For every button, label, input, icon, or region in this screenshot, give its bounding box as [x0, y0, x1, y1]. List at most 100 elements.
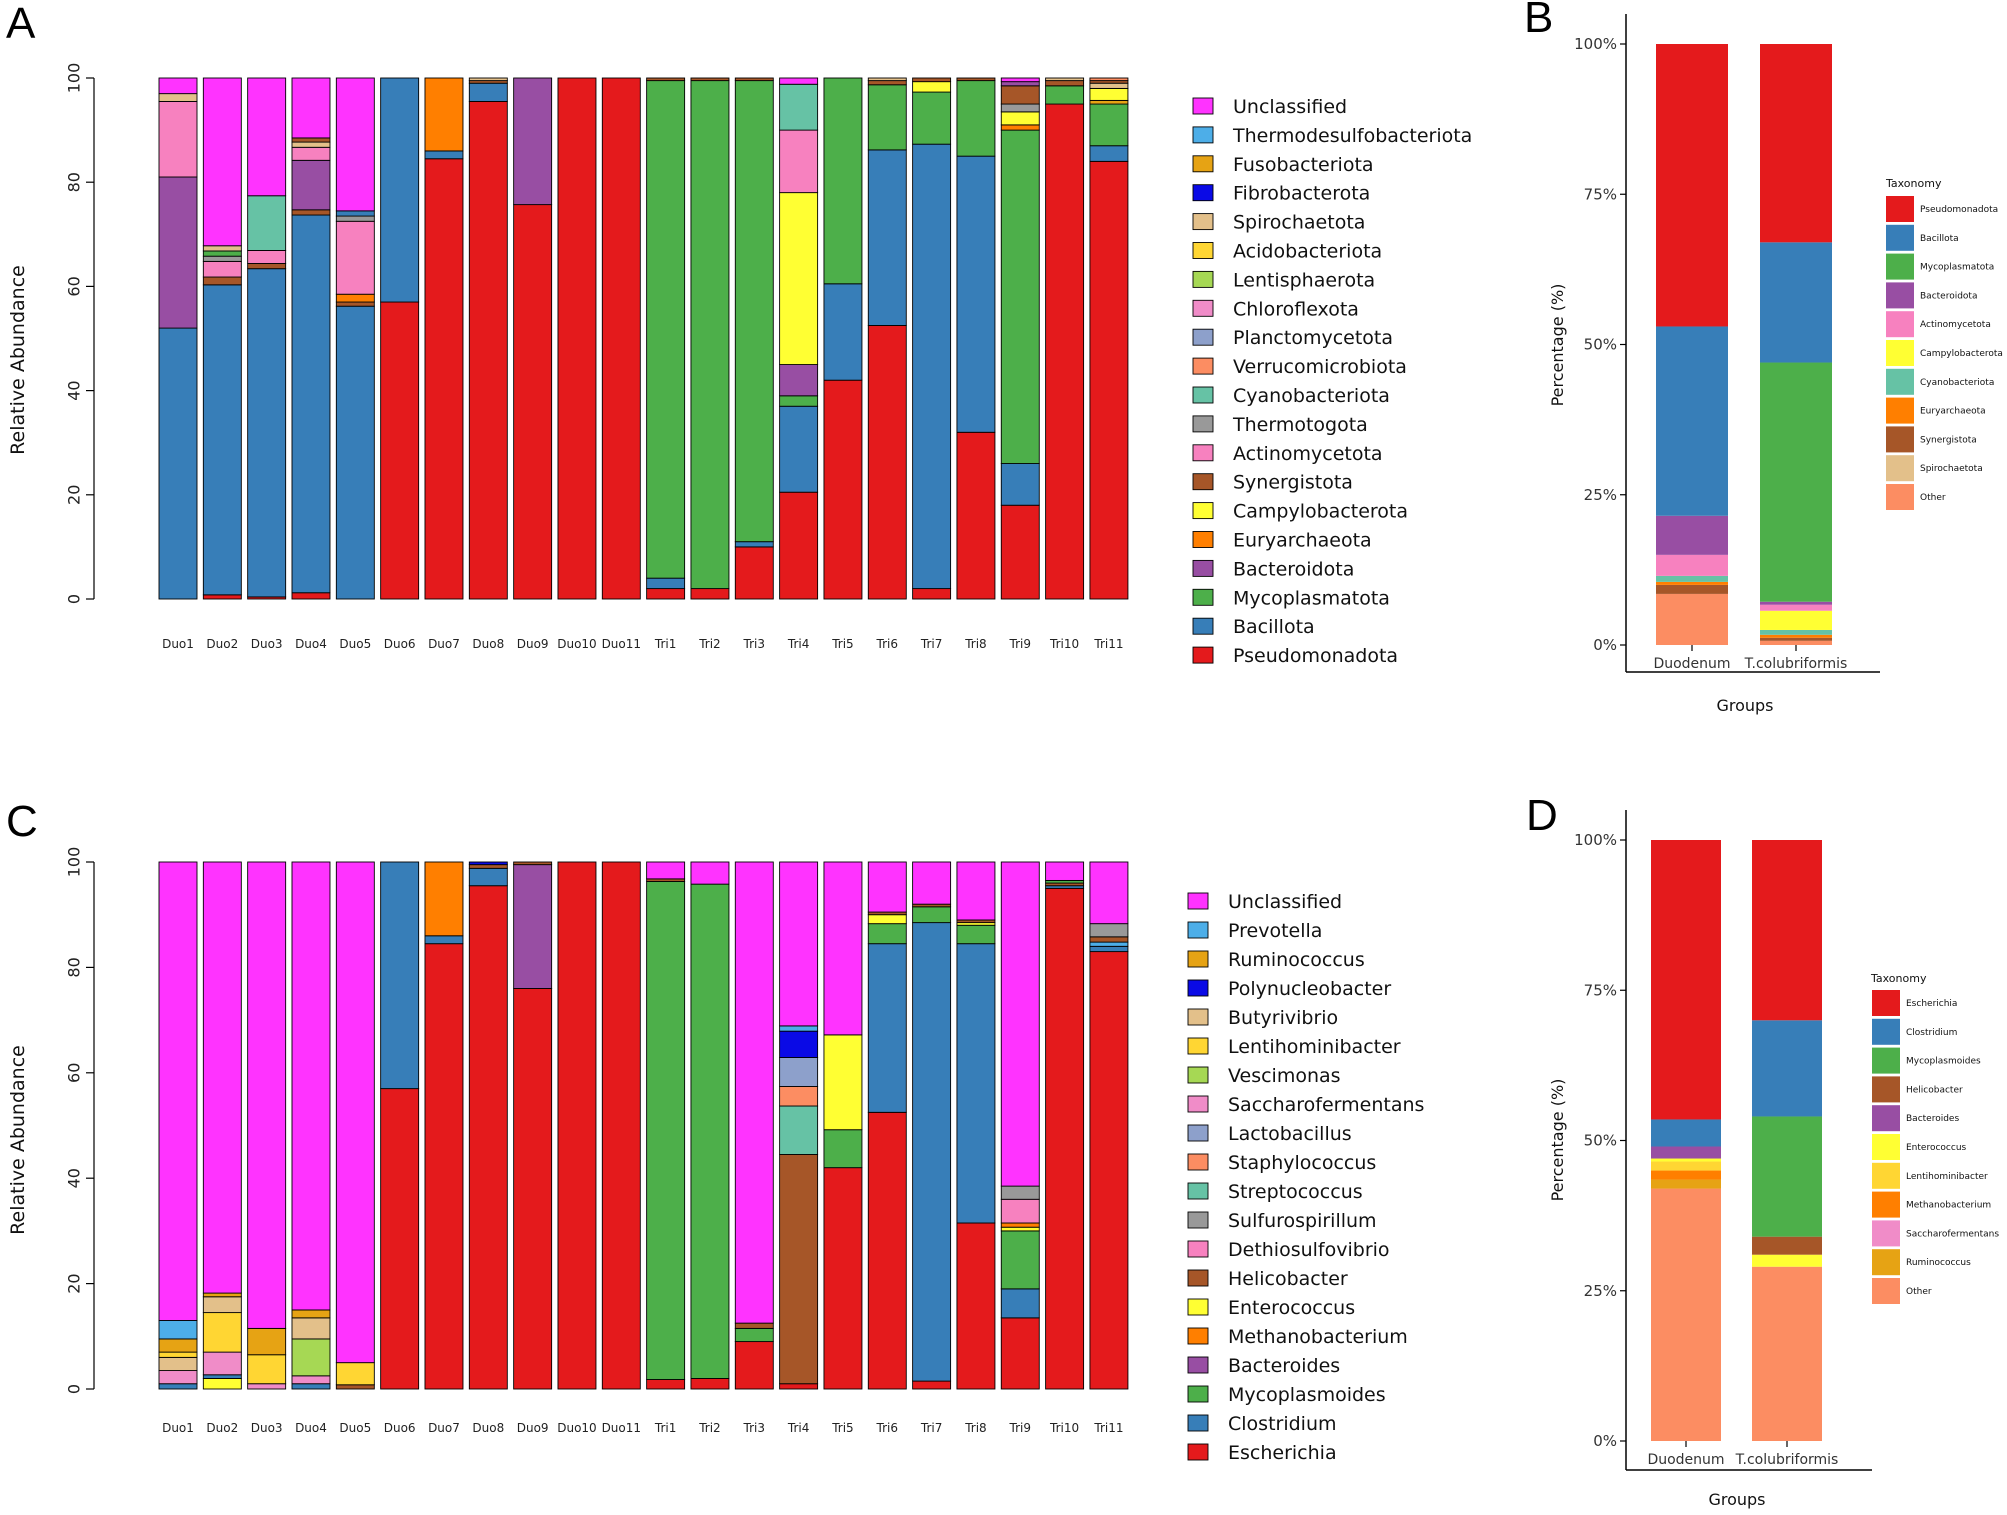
- x-tick-label-tri3: Tri3: [743, 637, 765, 651]
- bar-segment-tri8-escherichia: [956, 1222, 996, 1390]
- legend-swatch-ruminococcus: [1872, 1249, 1900, 1276]
- legend-label-vescimonas: Vescimonas: [1228, 1065, 1341, 1087]
- bar-segment-tri5-mycoplasmoides: [823, 1129, 863, 1169]
- bar-segment-duo2-clostridium: [202, 1374, 242, 1379]
- legend-swatch-other: [1886, 484, 1914, 510]
- legend-label-verrucomicrobiota: Verrucomicrobiota: [1233, 356, 1407, 378]
- x-tick-label-tri8: Tri8: [964, 1421, 986, 1435]
- x-tick-label-duo10: Duo10: [557, 637, 596, 651]
- bar-segment-tri6-bacillota: [867, 149, 907, 326]
- bar-segment-tri9-pseudomonadota: [1000, 504, 1040, 600]
- x-tick-label-tri10: Tri10: [1049, 637, 1079, 651]
- y-tick-label: 25%: [1584, 486, 1617, 504]
- x-ticks-a: Duo1 Duo2 Duo3 Duo4 Duo5 Duo6 Duo7 Duo8 Duo9 Duo1…: [162, 637, 1123, 651]
- legend-label-bacteroides: Bacteroides: [1228, 1355, 1340, 1377]
- bar-segment-duodenum-synergistota: [1656, 584, 1728, 594]
- bar-segment-duo2-spirochaetota: [202, 245, 242, 252]
- bar-segment-duo1-unclassified: [158, 861, 198, 1321]
- bar-segment-tri5-mycoplasmatota: [823, 77, 863, 285]
- bar-segment-duodenum-enterococcus: [1651, 1158, 1721, 1162]
- bar-segment-tri9-euryarchaeota: [1000, 124, 1040, 131]
- bar-segment-tri4-streptococcus: [779, 1105, 819, 1155]
- bar-segment-tri11-helicobacter: [1089, 936, 1129, 943]
- chart-panel-d: 0% 25% 50% 75% 100% Percentage (%) Duodenum T…: [1548, 810, 1999, 1509]
- bar-segment-duo9-bacteroides: [513, 864, 553, 989]
- bar-segment-duo5-lentihominibacter: [335, 1362, 375, 1386]
- bars-b: [1656, 44, 1832, 645]
- legend-swatch-mycoplasmatota: [1886, 253, 1914, 280]
- bar-segment-duodenum-methanobacterium: [1651, 1170, 1721, 1180]
- bar-segment-t-colubriformis-cyanobacteriota: [1760, 629, 1832, 635]
- y-tick-label: 0%: [1593, 1432, 1617, 1450]
- bar-segment-tri11-spirochaetota: [1089, 82, 1129, 89]
- legend-label-bacteroidota: Bacteroidota: [1233, 558, 1354, 580]
- legend-label-clostridium: Clostridium: [1906, 1028, 1957, 1038]
- bar-segment-tri9-enterococcus: [1000, 1226, 1040, 1232]
- legend-label-spirochaetota: Spirochaetota: [1920, 464, 1983, 474]
- bar-segment-t-colubriformis-other: [1752, 1266, 1822, 1441]
- chart-panel-c: 0 20 40 60 80 100 Relative Abundance Duo1 Duo2…: [7, 847, 1424, 1464]
- legend-swatch-escherichia: [1187, 1443, 1209, 1461]
- bar-segment-duodenum-bacteroidota: [1656, 515, 1728, 555]
- legend-swatch-actinomycetota: [1886, 311, 1914, 338]
- bar-segment-tri11-bacillota: [1089, 145, 1129, 162]
- legend-swatch-mycoplasmoides: [1187, 1385, 1209, 1403]
- bar-segment-duo3-synergistota: [247, 263, 287, 270]
- bar-segment-tri6-mycoplasmoides: [867, 923, 907, 945]
- bar-segment-tri8-pseudomonadota: [956, 431, 996, 600]
- bar-segment-tri3-bacillota: [734, 541, 774, 548]
- bar-segment-duo4-bacteroidota: [291, 159, 331, 211]
- panel-label-c: C: [6, 797, 38, 846]
- panel-label-a: A: [6, 0, 36, 48]
- legend-swatch-thermodesulfobacteriota: [1192, 126, 1214, 144]
- bar-segment-tri4-unclassified: [779, 861, 819, 1027]
- bar-segment-duo6-bacillota: [380, 77, 420, 303]
- bar-segment-tri5-unclassified: [823, 861, 863, 1036]
- bar-segment-tri11-campylobacterota: [1089, 87, 1129, 101]
- legend-swatch-spirochaetota: [1886, 455, 1914, 482]
- bar-segment-duo9-escherichia: [513, 988, 553, 1390]
- bar-segment-duo4-spirochaetota: [291, 141, 331, 148]
- legend-title-b: Taxonomy: [1885, 177, 1942, 190]
- bar-segment-tri9-campylobacterota: [1000, 111, 1040, 126]
- bar-segment-duo2-lentihominibacter: [202, 1312, 242, 1353]
- legend-label-lentisphaerota: Lentisphaerota: [1233, 269, 1375, 291]
- y-tick-label: 60: [65, 276, 84, 296]
- legend-a: Unclassified Thermodesulfobacteriota Fusob…: [1192, 96, 1472, 667]
- bar-segment-tri3-unclassified: [734, 861, 774, 1324]
- bar-segment-tri6-unclassified: [867, 861, 907, 913]
- legend-swatch-bacteroides: [1187, 1356, 1209, 1374]
- bar-segment-duo11-pseudomonadota: [601, 77, 641, 600]
- y-tick-label: 75%: [1584, 981, 1617, 999]
- bar-segment-tri9-dethiosulfovibrio: [1000, 1198, 1040, 1224]
- legend-label-euryarchaeota: Euryarchaeota: [1233, 530, 1372, 552]
- bar-segment-duo4-clostridium: [291, 1383, 331, 1390]
- legend-label-escherichia: Escherichia: [1906, 999, 1957, 1009]
- legend-label-mycoplasmoides: Mycoplasmoides: [1906, 1057, 1981, 1067]
- y-tick-label: 0%: [1593, 636, 1617, 654]
- legend-label-cyanobacteriota: Cyanobacteriota: [1920, 378, 1994, 388]
- x-tick-label-duo2: Duo2: [206, 1421, 238, 1435]
- bar-segment-duo3-unclassified: [247, 77, 287, 197]
- legend-swatch-planctomycetota: [1192, 328, 1214, 346]
- x-tick-label-t-colubriformis: T.colubriformis: [1744, 656, 1848, 672]
- bar-segment-t-colubriformis-escherichia: [1752, 840, 1822, 1021]
- y-tick-label: 40: [65, 1168, 84, 1188]
- legend-swatch-cyanobacteriota: [1886, 368, 1914, 395]
- y-axis-label-b: Percentage (%): [1548, 284, 1567, 407]
- bar-segment-tri4-cyanobacteriota: [779, 83, 819, 131]
- bar-segment-tri7-unclassified: [912, 861, 952, 905]
- bar-segment-duo3-actinomycetota: [247, 250, 287, 264]
- y-tick-label: 100%: [1574, 35, 1617, 53]
- y-axis-c: 0 20 40 60 80 100: [65, 847, 95, 1394]
- bar-segment-tri9-unclassified: [1000, 77, 1040, 83]
- legend-swatch-fibrobacterota: [1192, 184, 1214, 202]
- bar-segment-duodenum-escherichia: [1651, 840, 1721, 1120]
- bar-segment-tri7-mycoplasmoides: [912, 906, 952, 924]
- bar-segment-duo5-synergistota: [335, 301, 375, 307]
- x-tick-label-duo6: Duo6: [384, 637, 416, 651]
- bar-segment-t-colubriformis-other: [1760, 640, 1832, 645]
- bar-segment-duo4-unclassified: [291, 77, 331, 139]
- bar-segment-duo5-helicobacter: [335, 1384, 375, 1390]
